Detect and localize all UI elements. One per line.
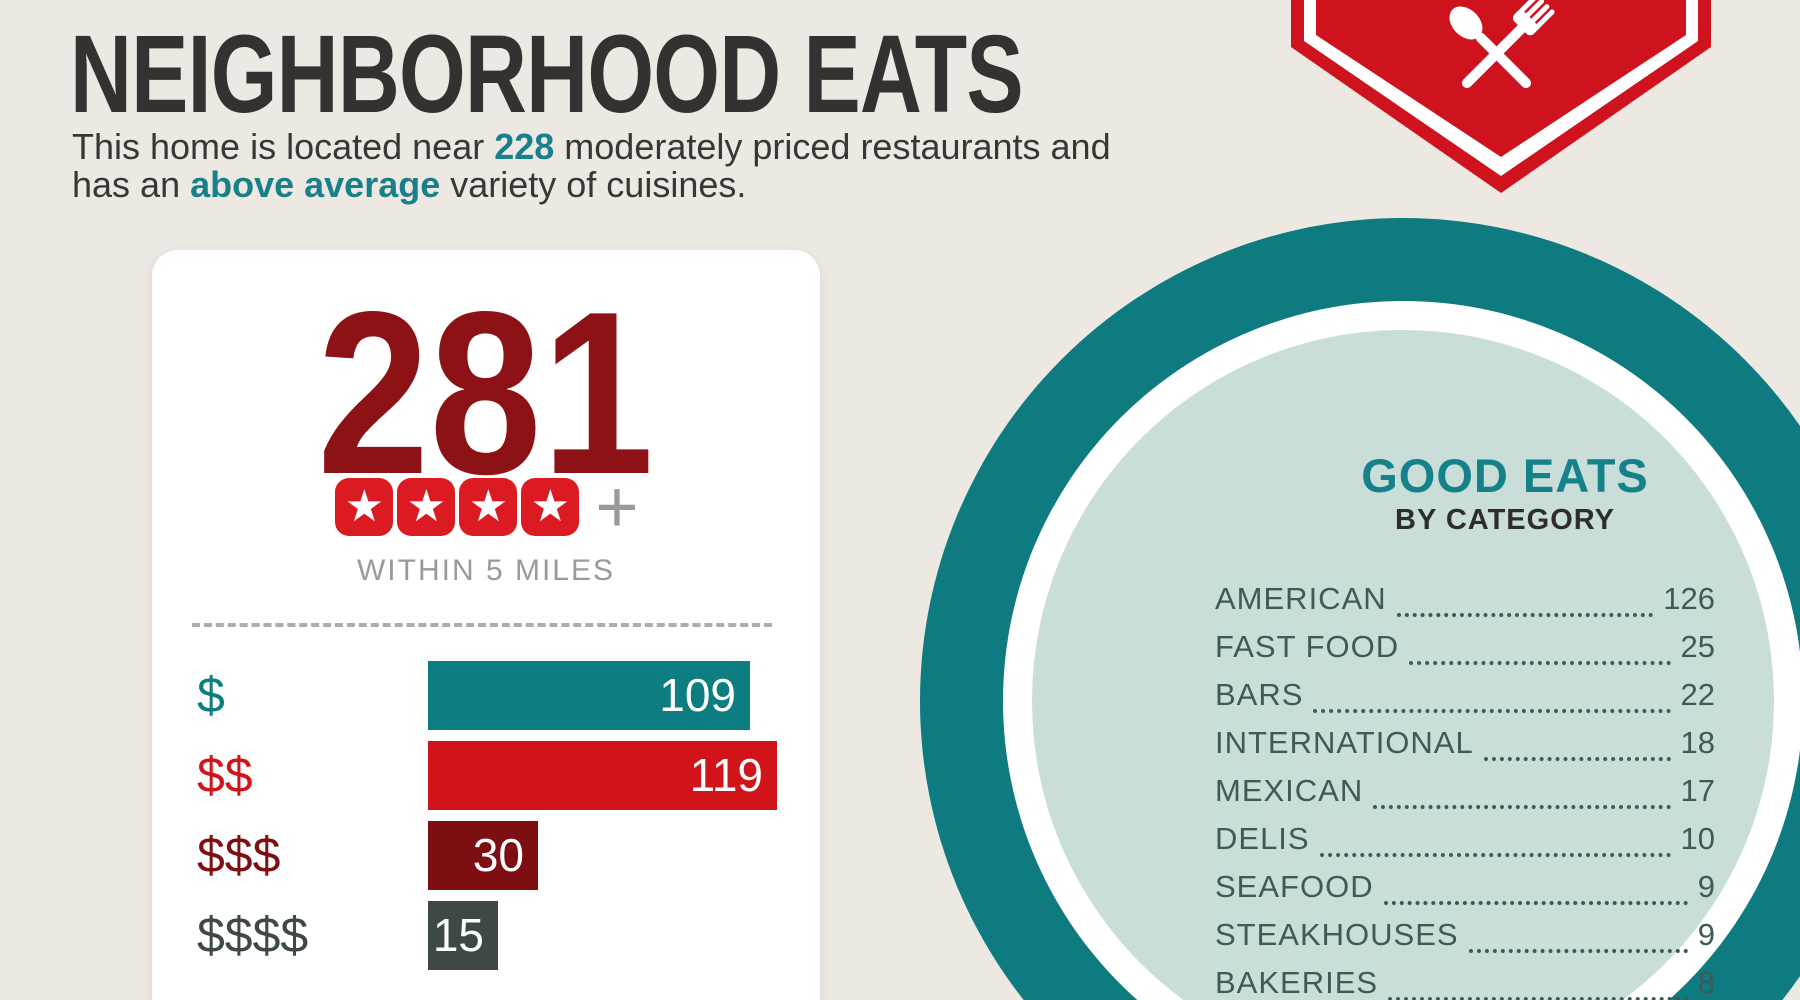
category-row: BAKERIES 8 <box>1215 961 1715 1000</box>
category-value: 9 <box>1697 917 1715 952</box>
mint-circle <box>1032 330 1774 1000</box>
subtitle-accent-text: above average <box>190 164 441 205</box>
star-glyph: ★ <box>406 481 447 532</box>
price-tier-row: $$$$ 15 <box>152 901 820 970</box>
category-list: AMERICAN 126 FAST FOOD 25 BARS 22 INTERNATIONA… <box>1215 577 1715 1000</box>
dotted-leader <box>1388 961 1688 1000</box>
good-eats-subtitle: BY CATEGORY <box>1395 504 1615 536</box>
category-row: MEXICAN 17 <box>1215 769 1715 817</box>
restaurant-badge <box>1291 0 1711 193</box>
category-value: 8 <box>1697 965 1715 1000</box>
category-label: BAKERIES <box>1215 965 1379 1000</box>
price-tier-bar: 30 <box>428 821 538 890</box>
dotted-leader <box>1313 673 1671 713</box>
price-tier-label: $$$ <box>197 827 281 883</box>
category-row: AMERICAN 126 <box>1215 577 1715 625</box>
price-tier-bar: 15 <box>428 901 498 970</box>
star-icon: ★ <box>335 478 394 536</box>
dotted-leader <box>1383 865 1688 905</box>
price-tier-label: $$ <box>197 747 253 803</box>
price-tier-label: $ <box>197 667 225 723</box>
category-label: STEAKHOUSES <box>1215 917 1459 952</box>
subtitle-text: This home is located near <box>72 126 495 167</box>
subtitle-text: moderately priced restaurants and <box>554 126 1111 167</box>
stats-card: 281 ★ ★ ★ ★ + WITHIN 5 MILES $109 $$ 119 $$$ 30 $… <box>152 250 820 1000</box>
restaurant-count: 281 <box>317 264 655 523</box>
category-label: AMERICAN <box>1215 581 1387 616</box>
spoon-icon <box>1449 6 1532 89</box>
category-row: SEAFOOD 9 <box>1215 865 1715 913</box>
category-label: FAST FOOD <box>1215 629 1400 664</box>
category-label: DELIS <box>1215 821 1310 856</box>
price-tier-label: $$$$ <box>197 907 309 963</box>
star-glyph: ★ <box>530 481 571 532</box>
dotted-leader <box>1409 625 1671 665</box>
price-tier-row: $109 <box>152 661 820 730</box>
star-glyph: ★ <box>468 481 509 532</box>
dotted-leader <box>1468 913 1688 953</box>
category-label: INTERNATIONAL <box>1215 725 1474 760</box>
price-tier-value: 30 <box>472 829 524 881</box>
star-icon: ★ <box>459 478 518 536</box>
category-label: BARS <box>1215 677 1304 712</box>
category-value: 18 <box>1680 725 1715 760</box>
dotted-leader <box>1483 721 1671 761</box>
category-row: STEAKHOUSES 9 <box>1215 913 1715 961</box>
category-row: INTERNATIONAL 18 <box>1215 721 1715 769</box>
price-tier-value: 119 <box>689 749 763 801</box>
category-value: 9 <box>1697 869 1715 904</box>
radius-label: WITHIN 5 MILES <box>356 554 616 587</box>
price-tier-value: 15 <box>432 909 484 961</box>
star-glyph: ★ <box>344 481 385 532</box>
dotted-leader <box>1396 577 1654 617</box>
star-rating: ★ ★ ★ ★ + <box>152 465 820 548</box>
page-title: NEIGHBORHOOD EATS <box>70 13 1024 136</box>
dashed-divider <box>192 623 772 627</box>
dotted-leader <box>1373 769 1671 809</box>
price-tier-bar: 109 <box>428 661 750 730</box>
category-value: 17 <box>1680 773 1715 808</box>
category-row: DELIS 10 <box>1215 817 1715 865</box>
star-icon: ★ <box>521 478 580 536</box>
price-tier-row: $$$ 30 <box>152 821 820 890</box>
plus-icon: + <box>595 465 639 548</box>
category-value: 126 <box>1663 581 1715 616</box>
dotted-leader <box>1319 817 1671 857</box>
price-tier-bar: 119 <box>428 741 777 810</box>
subtitle-accent-text: 228 <box>494 126 555 167</box>
price-tier-row: $$ 119 <box>152 741 820 810</box>
category-value: 10 <box>1680 821 1715 856</box>
price-tier-value: 109 <box>659 669 736 721</box>
category-row: BARS 22 <box>1215 673 1715 721</box>
category-value: 25 <box>1680 629 1715 664</box>
category-row: FAST FOOD 25 <box>1215 625 1715 673</box>
category-label: MEXICAN <box>1215 773 1364 808</box>
subtitle-text: has an <box>72 164 191 205</box>
good-eats-title: GOOD EATS <box>1361 449 1649 502</box>
category-label: SEAFOOD <box>1215 869 1374 904</box>
star-icon: ★ <box>397 478 456 536</box>
category-value: 22 <box>1680 677 1715 712</box>
subtitle: This home is located near 228 moderately… <box>72 128 1212 204</box>
fork-icon <box>1461 0 1555 89</box>
subtitle-text: variety of cuisines. <box>440 164 747 205</box>
badge-inner-shape <box>1316 0 1686 157</box>
